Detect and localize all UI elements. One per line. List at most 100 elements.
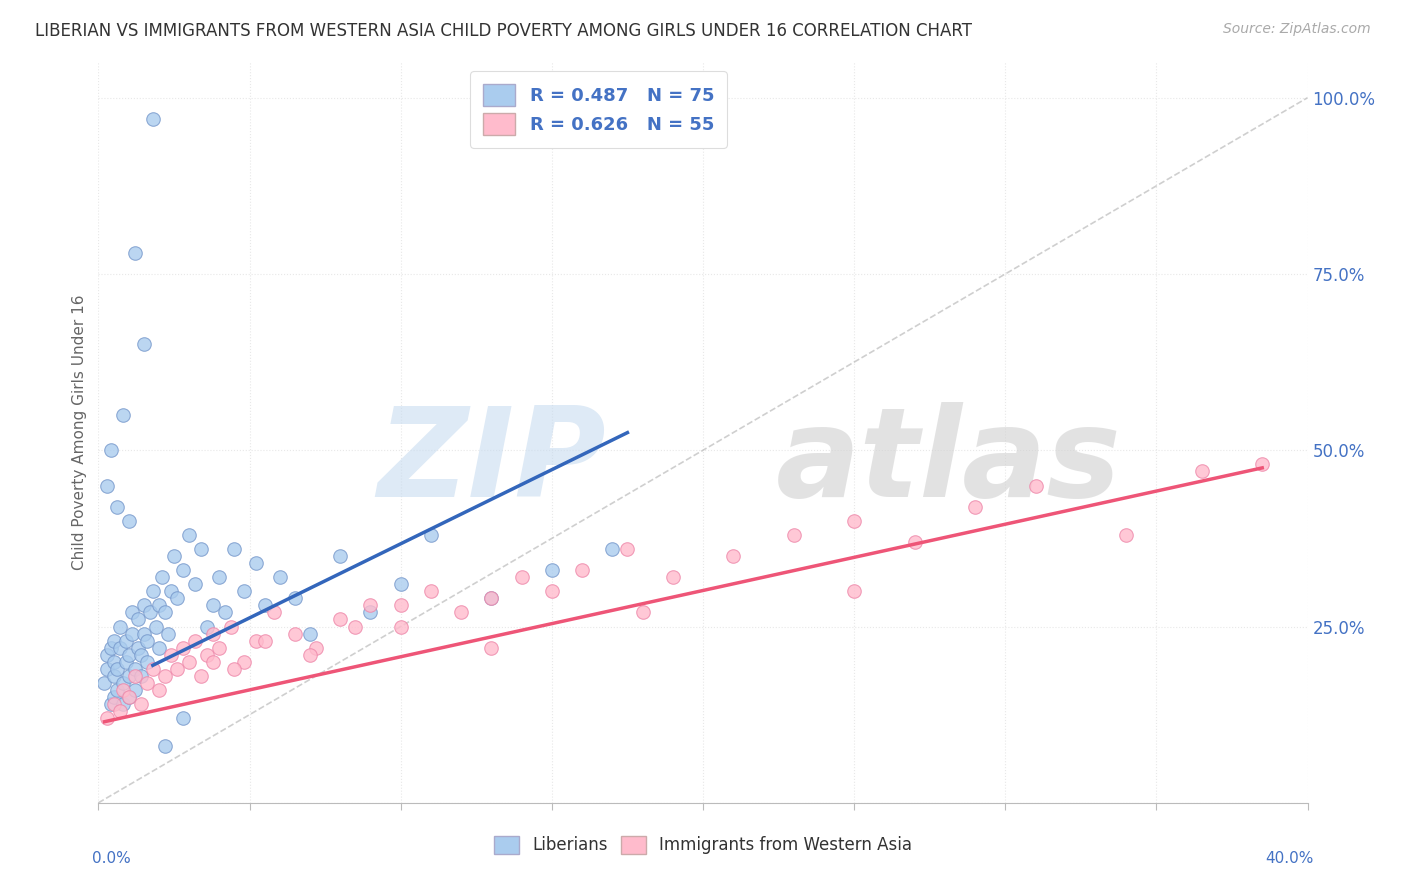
Point bbox=[100, 443, 122, 458]
Point bbox=[190, 669, 212, 683]
Point bbox=[96, 648, 118, 662]
Point bbox=[127, 640, 149, 655]
Point bbox=[108, 640, 131, 655]
Point bbox=[450, 606, 472, 620]
Point bbox=[723, 549, 745, 563]
Point bbox=[184, 577, 207, 591]
Point bbox=[965, 500, 987, 514]
Point bbox=[540, 584, 562, 599]
Point bbox=[253, 633, 276, 648]
Point bbox=[111, 408, 134, 422]
Point bbox=[156, 626, 179, 640]
Point bbox=[172, 563, 194, 577]
Point bbox=[1191, 464, 1213, 478]
Point bbox=[103, 690, 125, 704]
Point bbox=[160, 584, 183, 599]
Point bbox=[389, 619, 412, 633]
Point bbox=[360, 606, 382, 620]
Point bbox=[305, 640, 328, 655]
Point bbox=[783, 528, 806, 542]
Point bbox=[118, 690, 141, 704]
Point bbox=[299, 648, 322, 662]
Point bbox=[103, 633, 125, 648]
Point bbox=[150, 570, 173, 584]
Point bbox=[153, 606, 176, 620]
Point bbox=[195, 648, 218, 662]
Point bbox=[145, 619, 167, 633]
Point bbox=[118, 648, 141, 662]
Point bbox=[124, 245, 146, 260]
Point bbox=[135, 655, 157, 669]
Point bbox=[232, 655, 254, 669]
Point bbox=[96, 662, 118, 676]
Point bbox=[153, 739, 176, 754]
Point bbox=[602, 541, 624, 556]
Point bbox=[179, 528, 201, 542]
Point bbox=[105, 500, 128, 514]
Point bbox=[111, 683, 134, 698]
Point bbox=[93, 676, 115, 690]
Point bbox=[160, 648, 183, 662]
Point bbox=[245, 556, 267, 570]
Point bbox=[166, 662, 188, 676]
Point bbox=[190, 541, 212, 556]
Point bbox=[184, 633, 207, 648]
Point bbox=[1251, 458, 1274, 472]
Point bbox=[153, 669, 176, 683]
Point bbox=[105, 683, 128, 698]
Point bbox=[510, 570, 533, 584]
Point bbox=[420, 584, 443, 599]
Point bbox=[245, 633, 267, 648]
Point bbox=[148, 640, 170, 655]
Point bbox=[389, 599, 412, 613]
Text: atlas: atlas bbox=[776, 401, 1122, 523]
Point bbox=[129, 648, 152, 662]
Point bbox=[139, 606, 162, 620]
Point bbox=[105, 662, 128, 676]
Point bbox=[142, 584, 165, 599]
Point bbox=[100, 697, 122, 711]
Point bbox=[108, 704, 131, 718]
Point bbox=[148, 683, 170, 698]
Text: Source: ZipAtlas.com: Source: ZipAtlas.com bbox=[1223, 22, 1371, 37]
Point bbox=[844, 584, 866, 599]
Point bbox=[661, 570, 683, 584]
Point bbox=[124, 683, 146, 698]
Point bbox=[166, 591, 188, 606]
Point bbox=[132, 599, 155, 613]
Point bbox=[208, 640, 231, 655]
Point bbox=[108, 619, 131, 633]
Point bbox=[111, 697, 134, 711]
Point bbox=[103, 669, 125, 683]
Point bbox=[124, 669, 146, 683]
Point bbox=[224, 541, 246, 556]
Point bbox=[540, 563, 562, 577]
Point bbox=[142, 112, 165, 126]
Point bbox=[221, 619, 243, 633]
Point bbox=[284, 591, 307, 606]
Point bbox=[202, 599, 225, 613]
Point bbox=[269, 570, 291, 584]
Point bbox=[571, 563, 593, 577]
Point bbox=[263, 606, 285, 620]
Legend: Liberians, Immigrants from Western Asia: Liberians, Immigrants from Western Asia bbox=[486, 829, 920, 861]
Text: 40.0%: 40.0% bbox=[1265, 851, 1313, 866]
Point bbox=[389, 577, 412, 591]
Text: 0.0%: 0.0% bbox=[93, 851, 131, 866]
Point bbox=[232, 584, 254, 599]
Point bbox=[631, 606, 654, 620]
Point bbox=[121, 606, 143, 620]
Point bbox=[344, 619, 367, 633]
Point bbox=[118, 690, 141, 704]
Point bbox=[96, 711, 118, 725]
Point bbox=[148, 599, 170, 613]
Text: LIBERIAN VS IMMIGRANTS FROM WESTERN ASIA CHILD POVERTY AMONG GIRLS UNDER 16 CORR: LIBERIAN VS IMMIGRANTS FROM WESTERN ASIA… bbox=[35, 22, 972, 40]
Point bbox=[214, 606, 236, 620]
Point bbox=[481, 591, 503, 606]
Point bbox=[103, 697, 125, 711]
Point bbox=[616, 541, 638, 556]
Point bbox=[118, 669, 141, 683]
Point bbox=[142, 662, 165, 676]
Point bbox=[481, 591, 503, 606]
Text: ZIP: ZIP bbox=[378, 401, 606, 523]
